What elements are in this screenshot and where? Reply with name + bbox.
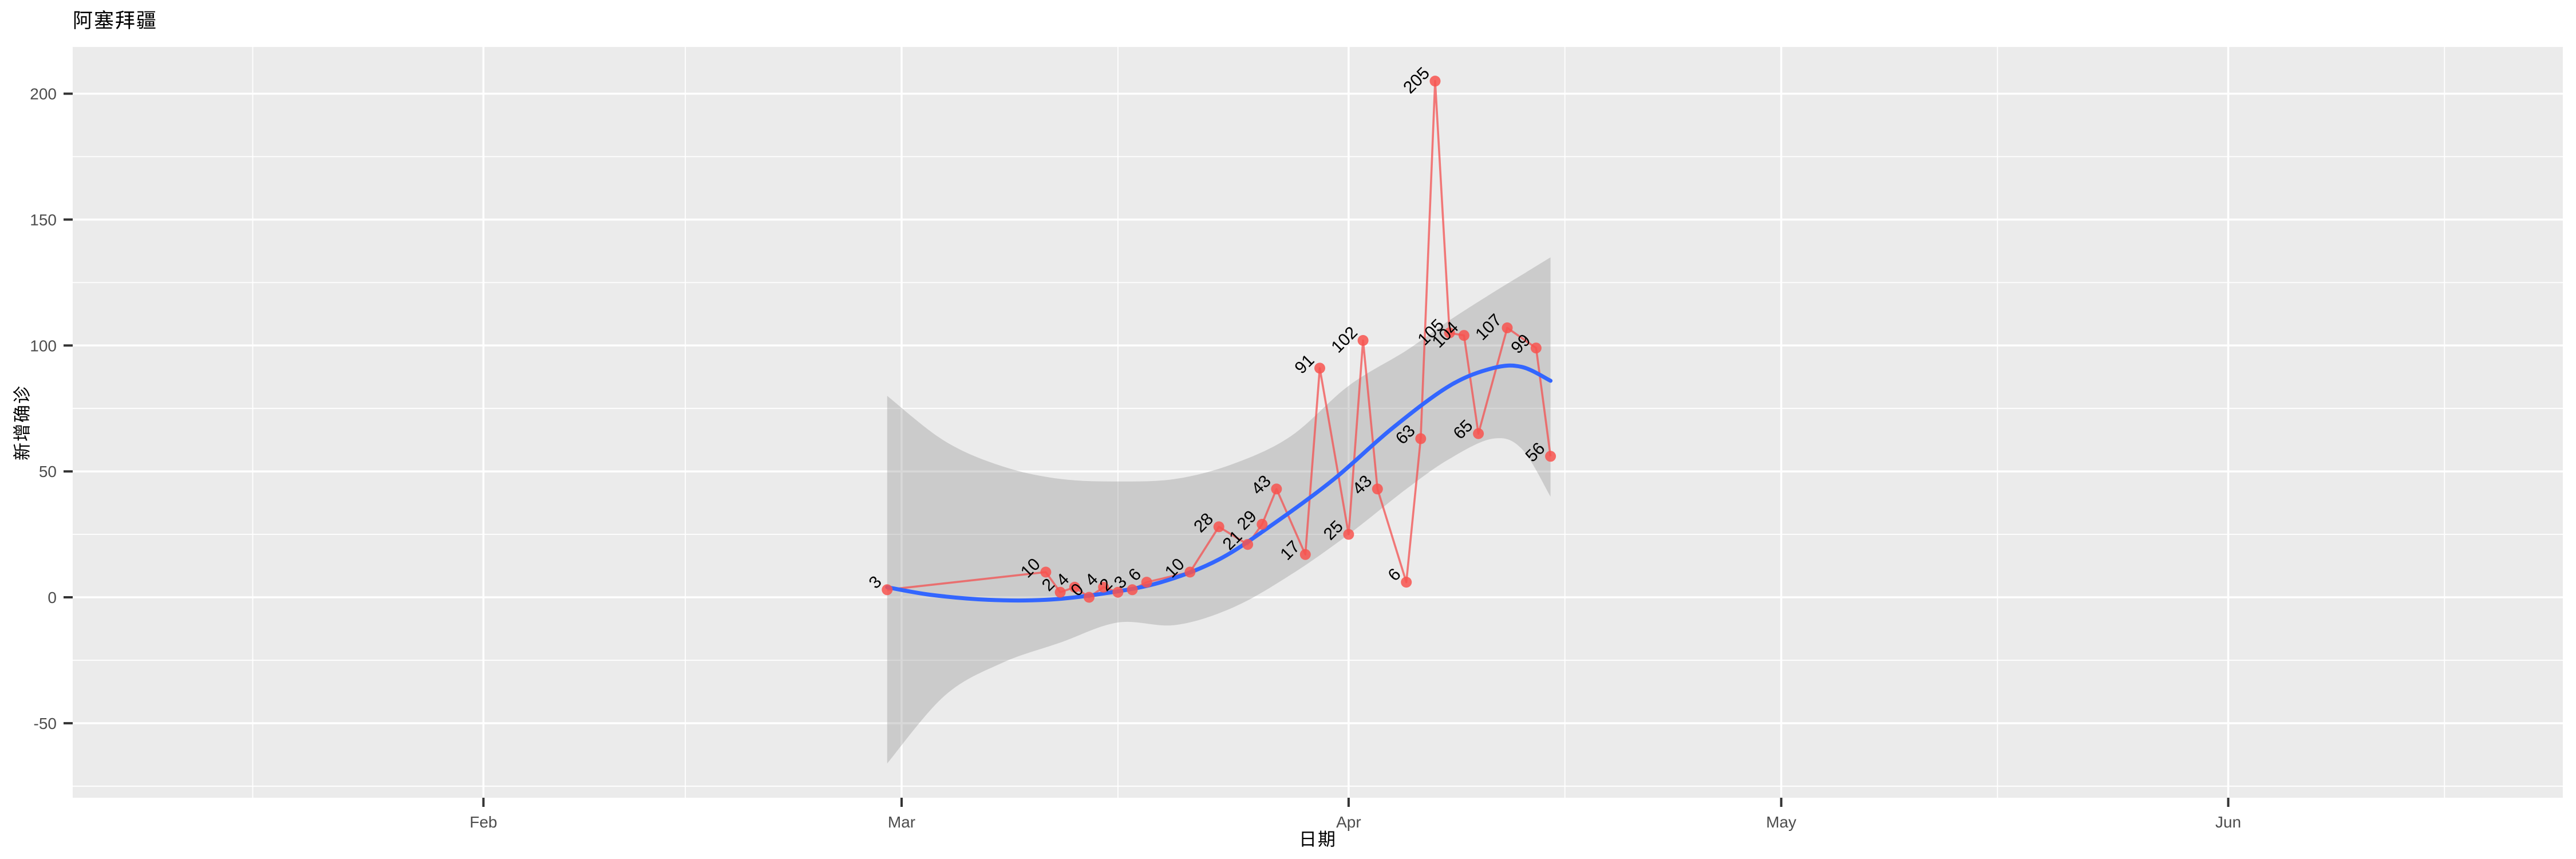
data-point (882, 584, 893, 596)
x-tick-label: May (1766, 813, 1796, 831)
data-point (1054, 586, 1066, 598)
series-line (887, 80, 1552, 598)
y-tick-label: 50 (39, 463, 57, 480)
y-tick-label: 200 (30, 85, 57, 103)
y-tick-label: 0 (48, 589, 57, 606)
data-point (1299, 549, 1311, 560)
data-point (1084, 592, 1095, 603)
data-point (1242, 539, 1254, 550)
data-point (1069, 581, 1080, 593)
data-point (1098, 581, 1109, 593)
data-point (1357, 335, 1369, 346)
data-point (1184, 566, 1196, 578)
confidence-band (887, 257, 1551, 764)
x-tick-label: Mar (888, 813, 915, 831)
chart-title: 阿塞拜疆 (73, 10, 158, 32)
data-point (1502, 322, 1513, 333)
x-axis-title: 日期 (1299, 829, 1337, 850)
y-tick-label: 100 (30, 337, 57, 354)
data-point (1257, 519, 1268, 530)
data-point (1415, 433, 1427, 444)
data-point (1372, 483, 1383, 495)
x-tick-label: Apr (1336, 813, 1361, 831)
panel-background (73, 47, 2563, 798)
data-point (1343, 529, 1354, 540)
data-point (1545, 451, 1556, 462)
data-point (1458, 330, 1469, 341)
data-point (1444, 327, 1455, 338)
x-tick-label: Feb (469, 813, 497, 831)
data-point (1040, 566, 1052, 578)
data-point (1314, 362, 1325, 374)
data-point (1401, 577, 1412, 588)
x-tick-label: Jun (2215, 813, 2241, 831)
data-point (1141, 577, 1152, 588)
data-point (1429, 76, 1441, 87)
data-point (1473, 428, 1484, 439)
y-tick-label: 150 (30, 211, 57, 228)
y-tick-label: -50 (34, 715, 57, 732)
data-point (1112, 586, 1124, 598)
data-point (1213, 521, 1224, 533)
data-point (1271, 483, 1282, 495)
data-point (1530, 342, 1542, 354)
data-point (1127, 584, 1138, 596)
